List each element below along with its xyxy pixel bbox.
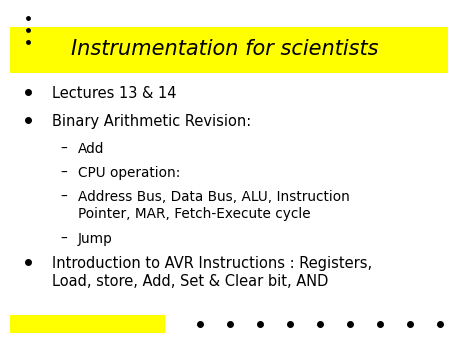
Text: –: – — [60, 232, 67, 246]
Text: Instrumentation for scientists: Instrumentation for scientists — [71, 39, 379, 59]
Text: Binary Arithmetic Revision:: Binary Arithmetic Revision: — [52, 114, 251, 129]
Text: CPU operation:: CPU operation: — [78, 166, 180, 180]
Text: Lectures 13 & 14: Lectures 13 & 14 — [52, 86, 176, 101]
Text: –: – — [60, 190, 67, 204]
Text: Address Bus, Data Bus, ALU, Instruction
Pointer, MAR, Fetch-Execute cycle: Address Bus, Data Bus, ALU, Instruction … — [78, 190, 350, 221]
FancyBboxPatch shape — [10, 315, 165, 333]
Text: –: – — [60, 166, 67, 180]
Text: Introduction to AVR Instructions : Registers,
Load, store, Add, Set & Clear bit,: Introduction to AVR Instructions : Regis… — [52, 256, 372, 289]
FancyBboxPatch shape — [10, 27, 448, 73]
Text: Jump: Jump — [78, 232, 113, 246]
Text: Add: Add — [78, 142, 104, 156]
Text: –: – — [60, 142, 67, 156]
